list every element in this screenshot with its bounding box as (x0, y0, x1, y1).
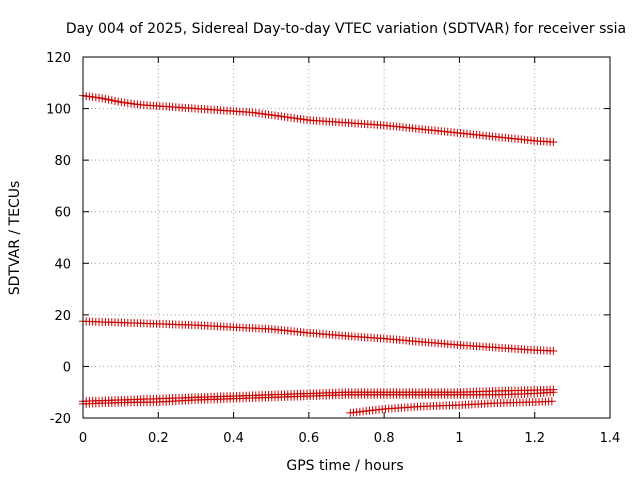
data-point (549, 388, 558, 397)
data-point (104, 95, 113, 104)
series-track-5 (346, 397, 556, 417)
x-tick-label: 0.8 (374, 431, 395, 446)
y-tick-label: 20 (54, 309, 71, 324)
x-tick-labels: 0 0.2 0.4 0.6 0.8 1 1.2 1.4 (79, 431, 620, 446)
ticks (82, 56, 611, 419)
y-tick-labels: -20 0 20 40 60 80 100 120 (46, 51, 71, 427)
data-point (107, 96, 116, 105)
y-tick-label: 0 (63, 360, 71, 375)
x-tick-label: 0.4 (223, 431, 244, 446)
data-point (549, 346, 558, 355)
x-tick-label: 0 (79, 431, 87, 446)
series-track-2 (79, 317, 558, 355)
series-track-4 (79, 388, 558, 408)
y-tick-label: 40 (54, 257, 71, 272)
x-tick-label: 0.6 (299, 431, 320, 446)
x-tick-label: 1.2 (524, 431, 545, 446)
x-axis-label: GPS time / hours (286, 458, 403, 474)
data-point (547, 397, 556, 406)
y-tick-label: 60 (54, 206, 71, 221)
y-tick-label: 100 (46, 103, 71, 118)
x-tick-label: 1.4 (600, 431, 621, 446)
y-tick-label: -20 (50, 412, 71, 427)
grid (83, 57, 610, 418)
y-tick-label: 80 (54, 154, 71, 169)
y-tick-label: 120 (46, 51, 71, 66)
plot-frame (82, 56, 611, 419)
data-layer (79, 91, 558, 417)
chart-title: Day 004 of 2025, Sidereal Day-to-day VTE… (66, 21, 626, 37)
x-tick-label: 0.2 (148, 431, 169, 446)
y-axis-label: SDTVAR / TECUs (7, 181, 23, 296)
data-point (110, 96, 119, 105)
data-point (98, 94, 107, 103)
data-point (101, 94, 110, 103)
series-track-1 (79, 91, 558, 147)
data-point (549, 138, 558, 147)
data-point (114, 97, 123, 106)
x-tick-label: 1 (455, 431, 463, 446)
